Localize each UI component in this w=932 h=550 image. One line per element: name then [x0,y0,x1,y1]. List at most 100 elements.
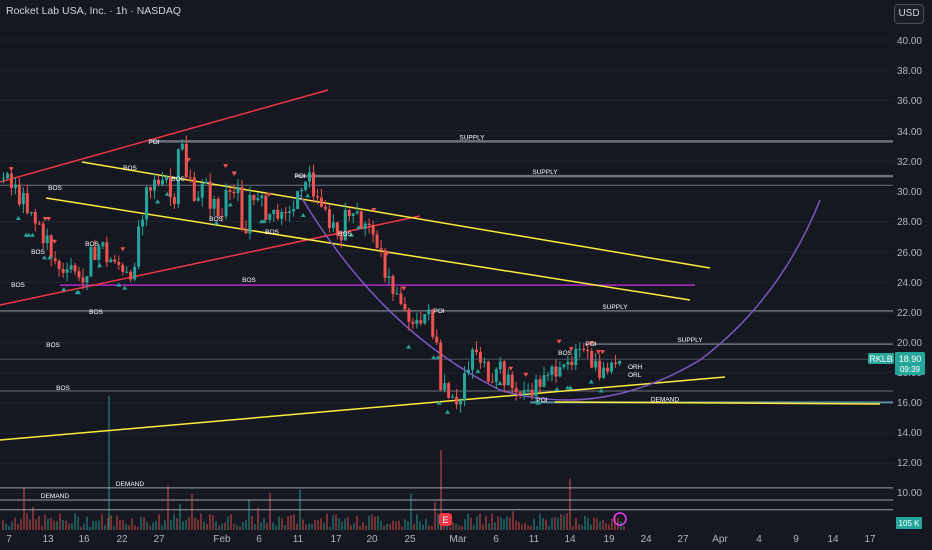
trend-drawings[interactable] [0,89,881,441]
candle-body [534,379,538,397]
candle-body [117,261,121,265]
sell-signal-marker [589,341,595,346]
time-tick-label: 11 [529,534,540,545]
time-tick-label: Apr [712,534,728,545]
volume-bar [422,524,424,530]
buy-signal-marker [30,232,36,237]
candle-body [216,198,220,217]
volume-tag: 105 K [896,517,922,529]
volume-bar [185,519,187,530]
candle-body [470,349,474,370]
candle-body [153,179,157,191]
time-axis[interactable]: 7 13 16 22 27 Feb 6 11 17 20 25 Mar 6 11… [6,534,876,545]
poi-label: POI [148,139,159,146]
candle-body [188,177,192,179]
candle-body [359,211,363,229]
volume-bar [2,520,4,530]
candle-body [160,180,164,185]
earnings-icon [439,513,452,526]
volume-bar [119,520,121,530]
candle-body [13,184,17,189]
volume-value: 105 K [899,519,921,528]
candle-body [510,374,514,389]
symbol-badge-label: RKLB [869,354,893,364]
candle-body [256,198,260,201]
volume-bar [110,515,112,530]
sell-signal-marker [401,286,407,291]
volume-bar [71,523,73,530]
volume-bar [62,520,64,530]
volume-bar [122,520,124,530]
candle-body [391,276,395,294]
candle-body [379,248,383,251]
volume-bar [473,525,475,530]
candle-body [168,176,172,198]
candle-body [590,350,594,368]
volume-bar [173,514,175,530]
annotation-labels: SUPPLY SUPPLY SUPPLY SUPPLY DEMAND DEMAND DEMA… [11,134,703,500]
time-tick-label: 27 [153,534,165,545]
price-tick-label: 14.00 [897,428,922,439]
buy-signal-marker [213,220,219,225]
candle-body [196,197,200,201]
volume-bar [461,525,463,530]
buy-signal-marker [497,380,503,385]
sell-signal-marker [384,251,390,256]
volume-bar [620,521,622,530]
candle-body [403,304,407,310]
candle-body [463,373,467,400]
volume-bar [398,520,400,530]
candle-body [455,396,459,405]
volume-bar [68,523,70,530]
volume-bar [296,523,298,530]
supply-label: SUPPLY [459,134,485,141]
volume-bar [395,521,397,530]
candle-body [435,336,439,343]
volume-bar [320,518,322,530]
volume-bar [263,518,265,530]
sell-signal-marker [46,217,52,222]
volume-bar [113,525,115,530]
volume-bar [65,520,67,530]
candle-body [45,235,49,244]
time-tick-label: 16 [78,534,90,545]
demand-trendline [554,401,881,405]
candle-body [415,320,419,324]
supply-label: SUPPLY [532,169,558,176]
currency-button[interactable]: USD [894,4,924,24]
candle-body [141,219,145,227]
grid [0,39,893,495]
volume-bar [74,513,76,530]
candle-body [582,348,586,350]
volume-bar [179,503,181,530]
time-tick-label: 20 [366,534,378,545]
volume-bar [221,523,223,530]
candle-body [292,208,296,212]
buy-signal-marker [356,225,362,230]
candle-body [101,242,105,247]
candle-body [252,194,256,201]
candle-body [296,191,300,209]
candle-body [164,176,168,181]
volume-bar [413,523,415,530]
buy-signal-marker [97,262,103,267]
candle-body [335,222,339,236]
volume-badge [896,517,922,529]
volume-bar [563,514,565,530]
cup-arc [299,194,821,401]
price-axis[interactable]: 40.00 38.00 36.00 34.00 32.00 30.00 28.0… [897,36,922,499]
volume-bar [287,516,289,530]
candle-body [236,186,240,194]
volume-bar [227,516,229,530]
volume-bar [47,518,49,530]
candle-body [228,190,232,192]
candle-body [149,187,153,191]
symbol-title[interactable]: Rocket Lab USA, Inc. · 1h · NASDAQ [6,5,182,17]
candle-body [224,190,228,217]
sell-signal-marker [8,167,14,172]
volume-bar [500,517,502,530]
volume-bar [17,523,19,530]
candle-body [407,309,411,322]
volume-bar [218,525,220,530]
